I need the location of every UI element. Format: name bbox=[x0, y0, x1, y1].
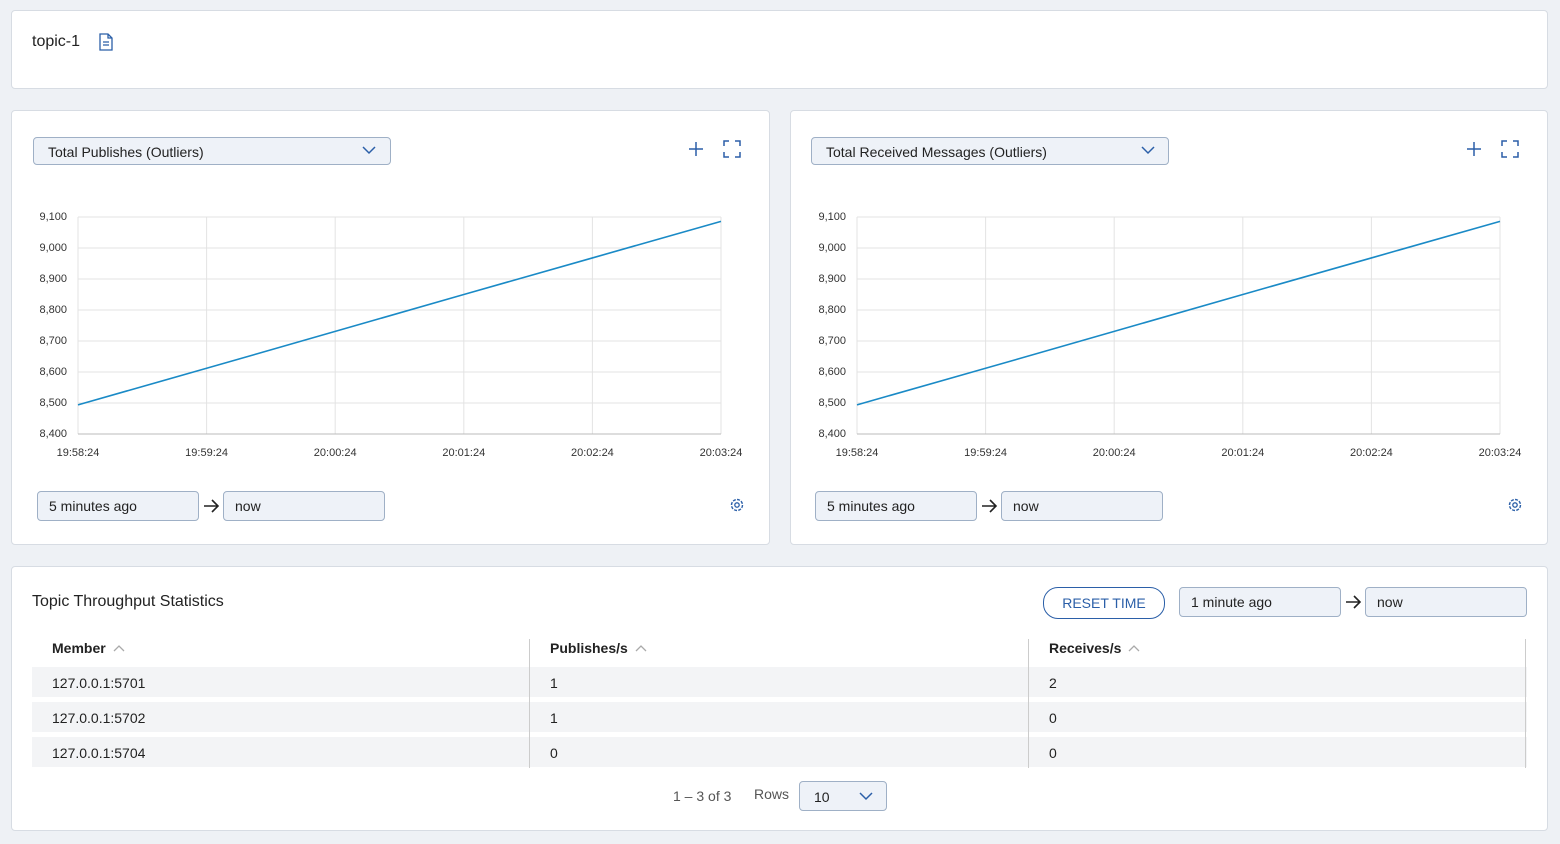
column-separator bbox=[1028, 639, 1029, 768]
y-tick-label: 8,400 bbox=[818, 428, 846, 440]
chart-card: Total Received Messages (Outliers) 8,400… bbox=[790, 110, 1548, 545]
settings-button[interactable] bbox=[1507, 497, 1523, 513]
table-row bbox=[32, 737, 1527, 767]
time-to[interactable]: now bbox=[223, 491, 385, 521]
chevron bbox=[1141, 146, 1155, 155]
column-header[interactable]: Member bbox=[52, 640, 106, 656]
time-from[interactable]: 1 minute ago bbox=[1179, 587, 1341, 617]
reset-button[interactable]: RESET TIME bbox=[1043, 587, 1165, 619]
x-tick-label: 19:58:24 bbox=[836, 447, 879, 459]
chevron bbox=[859, 792, 873, 801]
x-tick-label: 20:03:24 bbox=[700, 447, 743, 459]
x-tick-label: 19:59:24 bbox=[964, 447, 1007, 459]
y-tick-label: 8,700 bbox=[39, 335, 67, 347]
table-title: Topic Throughput Statistics bbox=[32, 593, 224, 610]
fullscreen-button[interactable] bbox=[723, 140, 741, 158]
chart-card: Total Publishes (Outliers) 8,400 8,500 8,6… bbox=[11, 110, 770, 545]
y-tick-label: 8,800 bbox=[39, 304, 67, 316]
fullscreen-button[interactable] bbox=[1501, 140, 1519, 158]
x-tick-label: 20:01:24 bbox=[442, 447, 485, 459]
table-cell: 0 bbox=[1049, 710, 1057, 726]
table-cell: 0 bbox=[1049, 745, 1057, 761]
x-tick-label: 20:00:24 bbox=[314, 447, 357, 459]
y-tick-label: 8,700 bbox=[818, 335, 846, 347]
y-tick-label: 8,900 bbox=[818, 273, 846, 285]
y-tick-label: 9,000 bbox=[818, 242, 846, 254]
x-tick-label: 20:03:24 bbox=[1479, 447, 1522, 459]
table-cell: 2 bbox=[1049, 675, 1057, 691]
sort-icon[interactable] bbox=[1128, 644, 1140, 652]
table-row bbox=[32, 667, 1527, 697]
arrow bbox=[204, 499, 220, 513]
chevron bbox=[362, 146, 376, 155]
table-cell: 1 bbox=[550, 710, 558, 726]
rows-label: Rows bbox=[754, 786, 790, 802]
table-cell: 1 bbox=[550, 675, 558, 691]
table-cell: 127.0.0.1:5704 bbox=[52, 745, 146, 761]
table-cell: 127.0.0.1:5702 bbox=[52, 710, 146, 726]
column-header[interactable]: Receives/s bbox=[1049, 640, 1122, 656]
topic-title: topic-1 bbox=[32, 33, 81, 50]
column-separator bbox=[1525, 639, 1526, 768]
x-tick-label: 20:00:24 bbox=[1093, 447, 1136, 459]
x-tick-label: 20:01:24 bbox=[1221, 447, 1264, 459]
time-to[interactable]: now bbox=[1365, 587, 1527, 617]
y-tick-label: 8,600 bbox=[818, 366, 846, 378]
y-tick-label: 8,500 bbox=[818, 397, 846, 409]
column-separator bbox=[529, 639, 530, 768]
doc-icon[interactable] bbox=[98, 33, 114, 51]
chart: 8,400 8,500 8,600 8,700 8,800 8,900 9,000 9,100… bbox=[39, 211, 743, 459]
arrow bbox=[1346, 595, 1362, 609]
chart: 8,400 8,500 8,600 8,700 8,800 8,900 9,000 9,100… bbox=[818, 211, 1522, 459]
time-from[interactable]: 5 minutes ago bbox=[815, 491, 977, 521]
data-line bbox=[77, 220, 722, 406]
sort-icon[interactable] bbox=[113, 644, 125, 652]
y-tick-label: 8,800 bbox=[818, 304, 846, 316]
table-cell: 0 bbox=[550, 745, 558, 761]
table-cell: 127.0.0.1:5701 bbox=[52, 675, 146, 691]
header-card: topic-1 bbox=[11, 10, 1548, 89]
rows-select[interactable]: 10 bbox=[799, 781, 887, 811]
x-tick-label: 20:02:24 bbox=[571, 447, 614, 459]
y-tick-label: 8,900 bbox=[39, 273, 67, 285]
table-row bbox=[32, 702, 1527, 732]
data-line bbox=[856, 220, 1501, 406]
add-button[interactable] bbox=[688, 141, 704, 157]
time-from[interactable]: 5 minutes ago bbox=[37, 491, 199, 521]
metric-select[interactable]: Total Received Messages (Outliers) bbox=[811, 137, 1169, 165]
y-tick-label: 9,000 bbox=[39, 242, 67, 254]
y-tick-label: 9,100 bbox=[818, 211, 846, 223]
metric-select[interactable]: Total Publishes (Outliers) bbox=[33, 137, 391, 165]
y-tick-label: 9,100 bbox=[39, 211, 67, 223]
x-tick-label: 19:58:24 bbox=[57, 447, 100, 459]
table-card: Topic Throughput Statistics RESET TIME 1… bbox=[11, 566, 1548, 831]
y-tick-label: 8,600 bbox=[39, 366, 67, 378]
x-tick-label: 20:02:24 bbox=[1350, 447, 1393, 459]
arrow bbox=[982, 499, 998, 513]
time-to[interactable]: now bbox=[1001, 491, 1163, 521]
sort-icon[interactable] bbox=[635, 644, 647, 652]
pagination: 1 – 3 of 3 bbox=[673, 788, 732, 804]
y-tick-label: 8,500 bbox=[39, 397, 67, 409]
x-tick-label: 19:59:24 bbox=[185, 447, 228, 459]
y-tick-label: 8,400 bbox=[39, 428, 67, 440]
add-button[interactable] bbox=[1466, 141, 1482, 157]
column-header[interactable]: Publishes/s bbox=[550, 640, 628, 656]
settings-button[interactable] bbox=[729, 497, 745, 513]
